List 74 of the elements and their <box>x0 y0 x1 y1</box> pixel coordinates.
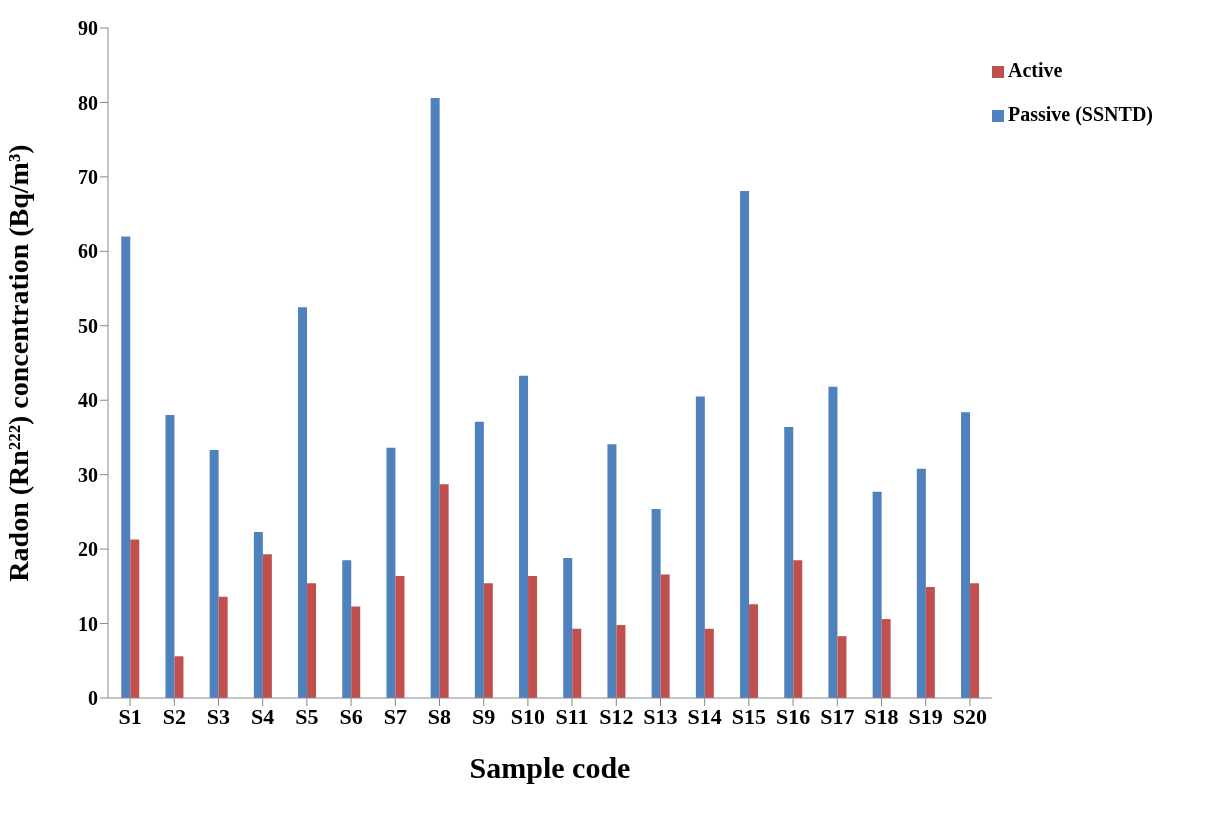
bar <box>430 97 440 698</box>
x-tick-label: S15 <box>731 703 767 729</box>
bar <box>704 628 714 698</box>
bar <box>474 421 484 698</box>
bar <box>439 484 449 698</box>
bar <box>262 554 272 698</box>
x-tick-label: S8 <box>427 703 452 729</box>
x-tick-label: S13 <box>643 703 678 729</box>
bar <box>872 491 882 698</box>
x-tick-label: S18 <box>864 703 899 729</box>
bar <box>660 574 670 698</box>
x-tick-label: S5 <box>295 703 319 729</box>
bar <box>784 427 794 698</box>
bar <box>881 619 891 698</box>
y-tick-label: 20 <box>78 538 98 561</box>
x-tick-label: S20 <box>952 703 988 729</box>
bar <box>607 444 617 698</box>
bar <box>740 191 750 698</box>
bar <box>837 636 847 698</box>
bar <box>528 575 538 698</box>
y-tick-label: 60 <box>78 240 98 263</box>
bar <box>695 396 705 698</box>
bar <box>793 560 803 698</box>
x-tick-label: S17 <box>820 703 855 729</box>
bar <box>616 625 626 698</box>
x-tick-label: S19 <box>908 703 943 729</box>
x-tick-label: S9 <box>472 703 496 729</box>
x-tick-label: S7 <box>383 703 407 729</box>
bar <box>298 307 308 698</box>
y-tick-label: 0 <box>88 687 98 710</box>
x-tick-label: S14 <box>687 703 722 729</box>
bar <box>209 450 219 698</box>
bar <box>961 412 971 698</box>
y-axis-title: Radon (Rn²²²) concentration (Bq/m³) <box>2 144 34 582</box>
bar <box>519 375 529 698</box>
y-tick-label: 10 <box>78 612 98 635</box>
bar <box>218 596 228 698</box>
bar <box>483 583 493 698</box>
bar <box>651 508 661 698</box>
bar <box>828 386 838 698</box>
x-tick-label: S16 <box>775 703 811 729</box>
x-tick-label: S10 <box>510 703 546 729</box>
y-tick-label: 30 <box>78 463 98 486</box>
legend-label: Passive (SSNTD) <box>1007 103 1153 125</box>
bar <box>916 468 926 698</box>
x-tick-label: S4 <box>251 703 275 729</box>
x-tick-label: S3 <box>206 703 231 729</box>
y-tick-label: 90 <box>78 17 98 40</box>
x-tick-label: S1 <box>118 703 142 729</box>
bar <box>130 539 140 698</box>
bar <box>386 447 396 698</box>
y-tick-label: 50 <box>78 314 98 337</box>
bar <box>970 583 980 698</box>
x-tick-label: S2 <box>162 703 186 729</box>
x-tick-label: S6 <box>339 703 363 729</box>
bar <box>174 656 184 698</box>
bar <box>165 415 175 698</box>
bar <box>572 628 582 698</box>
legend-label: Active <box>1007 59 1063 81</box>
bar <box>351 606 361 698</box>
y-tick-label: 40 <box>78 389 98 412</box>
bar <box>307 583 317 698</box>
bar <box>342 560 352 698</box>
x-axis-title: Sample code <box>469 751 631 784</box>
x-tick-label: S11 <box>555 703 589 729</box>
y-tick-label: 80 <box>78 91 98 114</box>
y-tick-label: 70 <box>78 165 98 188</box>
bar <box>121 236 131 698</box>
bar <box>749 604 759 698</box>
bar <box>925 587 935 698</box>
bar <box>253 531 263 698</box>
bar <box>395 575 405 698</box>
x-tick-label: S12 <box>599 703 634 729</box>
bar <box>563 558 573 698</box>
